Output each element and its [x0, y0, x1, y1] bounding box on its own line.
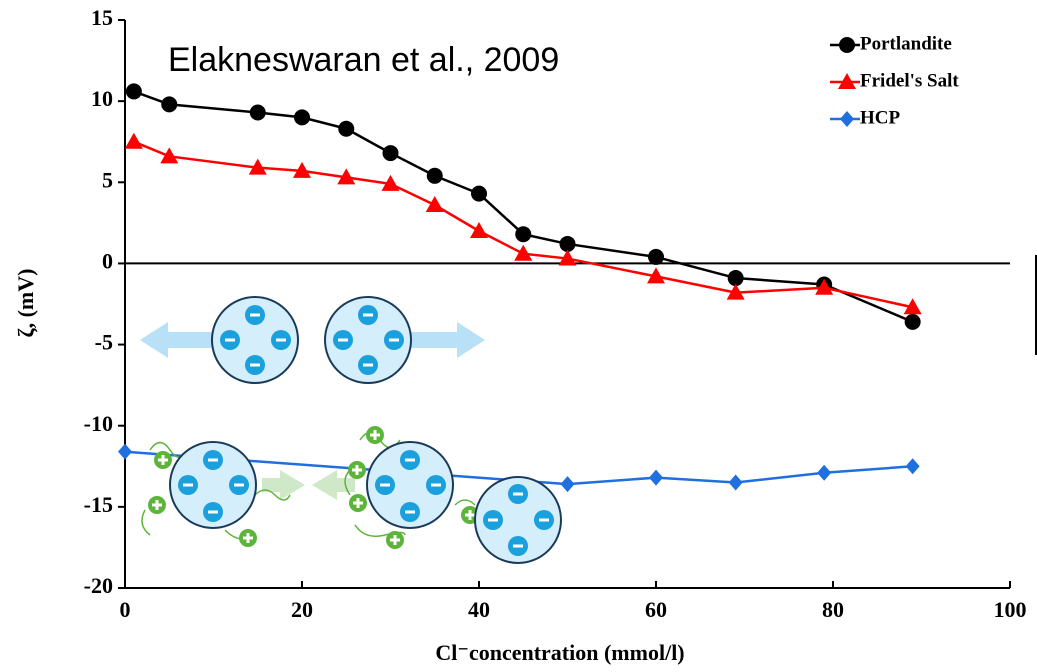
marker — [294, 109, 310, 126]
legend-label: Portlandite — [860, 33, 952, 54]
marker — [905, 458, 920, 475]
marker — [124, 132, 143, 149]
marker — [125, 83, 142, 100]
marker — [426, 167, 443, 184]
marker — [118, 443, 132, 460]
x-tick-label: 20 — [291, 597, 313, 622]
x-axis-label: Cl⁻concentration (mmol/l) — [435, 640, 684, 665]
y-tick-label: -5 — [95, 330, 113, 355]
marker — [728, 474, 743, 491]
series-line — [124, 450, 913, 486]
marker — [470, 221, 488, 238]
illustration — [140, 296, 562, 564]
marker — [161, 96, 178, 113]
marker — [815, 278, 834, 295]
marker — [558, 249, 577, 266]
axes: -20 -15 -10 -5 0 5 10 15 0 20 40 60 80 100 — [84, 5, 1027, 622]
y-tick-label: -10 — [84, 411, 113, 436]
marker — [160, 147, 179, 164]
marker — [647, 267, 665, 284]
marker — [838, 73, 856, 89]
marker — [560, 476, 575, 493]
marker — [726, 283, 745, 300]
plot — [118, 83, 922, 493]
series-line — [133, 140, 913, 309]
marker — [840, 111, 854, 127]
y-tick-label: 15 — [91, 5, 113, 30]
y-tick-label: 5 — [102, 167, 113, 192]
marker — [425, 196, 444, 213]
x-tick-label: 0 — [120, 597, 131, 622]
marker — [514, 244, 533, 261]
marker — [903, 298, 922, 315]
marker — [382, 145, 399, 162]
y-tick-label: 0 — [102, 248, 113, 273]
marker — [381, 174, 400, 191]
marker — [559, 235, 576, 252]
y-tick-label: 10 — [91, 86, 113, 111]
x-tick-label: 60 — [645, 597, 667, 622]
y-tick-label: -15 — [84, 492, 113, 517]
y-tick-label: -20 — [84, 573, 113, 598]
marker — [648, 248, 664, 265]
marker — [817, 464, 832, 481]
marker — [249, 104, 266, 121]
series-line — [133, 90, 914, 324]
marker — [293, 161, 311, 178]
legend-label: Fridel's Salt — [860, 70, 959, 91]
marker — [337, 168, 356, 185]
marker — [904, 313, 921, 330]
y-axis-label: ζ, (mV) — [13, 269, 38, 338]
x-tick-label: 40 — [468, 597, 490, 622]
marker — [649, 469, 663, 486]
annotation: Elakneswaran et al., 2009 — [168, 41, 559, 79]
marker — [727, 270, 744, 287]
x-tick-label: 100 — [994, 597, 1027, 622]
marker — [839, 37, 855, 53]
marker — [515, 226, 532, 243]
marker — [338, 120, 355, 137]
marker — [471, 185, 487, 202]
x-tick-label: 80 — [822, 597, 844, 622]
marker — [248, 158, 267, 175]
legend-label: HCP — [860, 107, 901, 128]
legend: Portlandite Fridel's Salt HCP — [830, 33, 959, 128]
